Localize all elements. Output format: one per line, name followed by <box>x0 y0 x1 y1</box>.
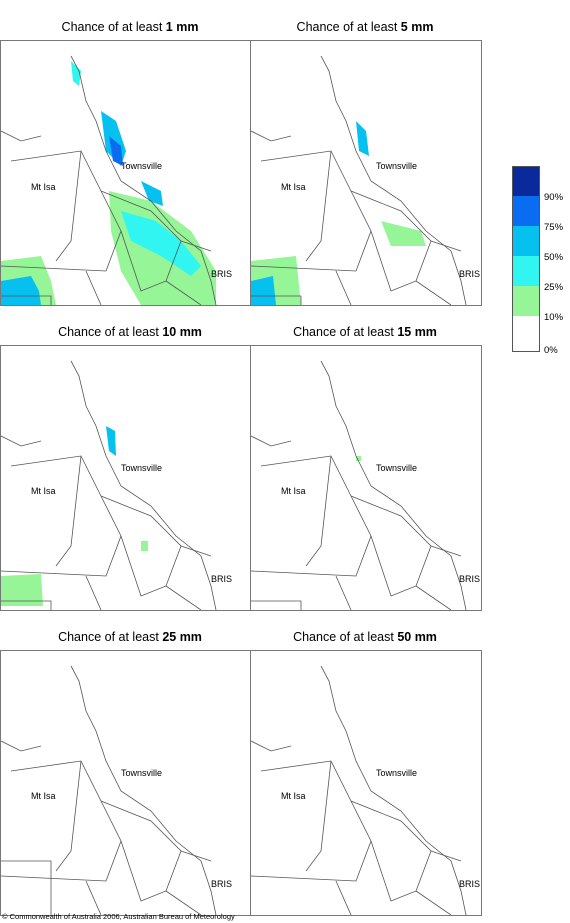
map-panel-25mm: Townsville Mt Isa BRIS <box>0 650 262 916</box>
legend-swatch-10 <box>512 286 540 316</box>
brisbane-label: BRIS <box>459 574 481 584</box>
map-outline <box>1 665 217 915</box>
legend-label-25: 25% <box>544 282 564 293</box>
map-panel-5mm: Townsville Mt Isa BRIS <box>250 40 482 306</box>
legend-label-90: 90% <box>544 192 564 203</box>
townsville-label: Townsville <box>121 768 163 778</box>
map-svg <box>251 665 467 915</box>
legend-swatch-75 <box>512 196 540 226</box>
panel-title-25mm: Chance of at least 25 mm <box>58 630 202 644</box>
townsville-label: Townsville <box>376 463 418 473</box>
panel-title-15mm: Chance of at least 15 mm <box>293 325 437 339</box>
legend-label-50: 50% <box>544 252 564 263</box>
mt-isa-label: Mt Isa <box>281 791 306 801</box>
mt-isa-label: Mt Isa <box>31 791 56 801</box>
legend-swatch-90 <box>512 166 540 196</box>
townsville-label: Townsville <box>376 161 418 171</box>
map-svg <box>251 55 467 305</box>
brisbane-label: BRIS <box>211 879 233 889</box>
panel-title-1mm: Chance of at least 1 mm <box>61 20 199 34</box>
map-svg <box>1 665 217 915</box>
brisbane-label: BRIS <box>211 574 233 584</box>
mt-isa-label: Mt Isa <box>281 486 306 496</box>
map-outline <box>1 55 217 305</box>
rain-overlay-15mm <box>356 456 361 461</box>
legend-swatch-25 <box>512 256 540 286</box>
rain-overlay-10mm <box>1 426 148 606</box>
map-panel-1mm: Townsville Mt Isa BRIS <box>0 40 262 306</box>
brisbane-label: BRIS <box>459 879 481 889</box>
legend-label-0: 0% <box>544 345 558 356</box>
map-outline <box>251 665 467 915</box>
map-outline <box>1 360 217 610</box>
panel-title-50mm: Chance of at least 50 mm <box>293 630 437 644</box>
copyright-notice: © Commonwealth of Australia 2006, Austra… <box>2 912 235 921</box>
mt-isa-label: Mt Isa <box>31 486 56 496</box>
legend-label-10: 10% <box>544 312 564 323</box>
map-outline <box>251 55 467 305</box>
brisbane-label: BRIS <box>211 269 233 279</box>
map-outline <box>251 360 467 610</box>
townsville-label: Townsville <box>121 161 163 171</box>
townsville-label: Townsville <box>121 463 163 473</box>
brisbane-label: BRIS <box>459 269 481 279</box>
townsville-label: Townsville <box>376 768 418 778</box>
map-panel-15mm: Townsville Mt Isa BRIS <box>250 345 482 611</box>
legend-label-75: 75% <box>544 222 564 233</box>
map-svg <box>251 360 467 610</box>
map-svg <box>1 360 217 610</box>
legend-swatch-50 <box>512 226 540 256</box>
mt-isa-label: Mt Isa <box>31 182 56 192</box>
map-panel-10mm: Townsville Mt Isa BRIS <box>0 345 262 611</box>
rain-overlay-5mm <box>251 121 426 305</box>
panel-title-10mm: Chance of at least 10 mm <box>58 325 202 339</box>
panel-title-5mm: Chance of at least 5 mm <box>296 20 434 34</box>
map-svg <box>1 55 217 305</box>
mt-isa-label: Mt Isa <box>281 182 306 192</box>
legend-swatch-0 <box>512 316 540 352</box>
map-panel-50mm: Townsville Mt Isa BRIS <box>250 650 482 916</box>
